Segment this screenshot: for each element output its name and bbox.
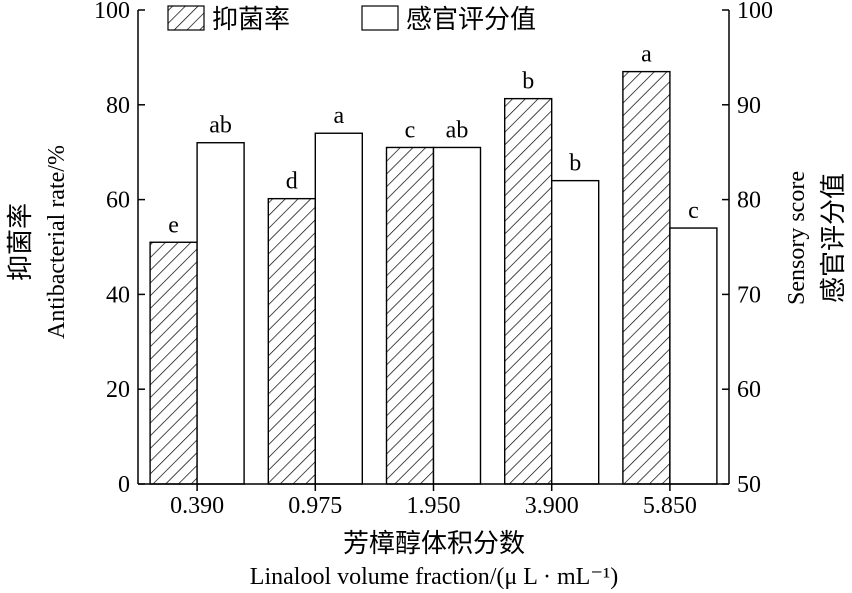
left-axis-label-en: Antibacterial rate/% [44, 145, 70, 339]
x-tick-label: 1.950 [407, 493, 461, 519]
left-y-tick-label: 100 [94, 0, 130, 24]
bar-antibacterial-3 [504, 97, 553, 485]
bar-letter-label: e [168, 212, 179, 238]
bar-sensory-1 [314, 132, 363, 485]
bar-letter-label: a [333, 103, 344, 129]
right-y-tick-label: 90 [737, 93, 761, 119]
right-y-tick-label: 70 [737, 282, 761, 308]
ticks-layer: 0.390 0.975 1.950 3.900 5.850 0 20 40 60 80 100 50 6… [94, 0, 773, 519]
x-axis-label-en: Linalool volume fraction/(μ L · mL⁻¹) [250, 564, 618, 590]
bar-sensory-0 [196, 142, 245, 485]
x-tick-label: 5.850 [643, 493, 697, 519]
right-axis-label-cn: 感官评分值 [819, 173, 849, 303]
left-y-tick-label: 60 [106, 188, 130, 214]
x-tick-label: 0.390 [170, 493, 224, 519]
left-y-tick-label: 20 [106, 377, 130, 403]
right-y-tick-label: 80 [737, 188, 761, 214]
bar-letter-label: c [688, 198, 699, 224]
bar-letter-label: d [286, 169, 298, 195]
x-axis-label-cn: 芳樟醇体积分数 [343, 529, 525, 559]
left-y-tick-label: 40 [106, 282, 130, 308]
bar-antibacterial-4 [622, 70, 671, 485]
right-y-tick-label: 100 [737, 0, 773, 24]
bar-labels-layer: e ab d a c ab b b a c [168, 42, 698, 239]
bar-sensory-4 [669, 227, 718, 485]
x-tick-label: 3.900 [525, 493, 579, 519]
right-y-tick-label: 60 [737, 377, 761, 403]
bar-letter-label: ab [209, 113, 232, 139]
bar-antibacterial-1 [267, 197, 316, 485]
bar-sensory-2 [432, 146, 482, 485]
x-tick-label: 0.975 [288, 493, 342, 519]
legend: 抑菌率 感官评分值 [167, 5, 536, 35]
left-y-tick-label: 80 [106, 93, 130, 119]
bar-antibacterial-2 [385, 146, 435, 485]
right-y-tick-label: 50 [737, 472, 761, 498]
bar-letter-label: b [569, 151, 581, 177]
legend-label-series-2: 感官评分值 [406, 5, 536, 35]
bar-sensory-3 [551, 179, 600, 485]
left-axis-label-cn: 抑菌率 [6, 203, 36, 281]
bar-letter-label: ab [446, 117, 469, 143]
bar-antibacterial-0 [149, 241, 198, 485]
bar-letter-label: a [641, 42, 652, 68]
left-y-tick-label: 0 [118, 472, 130, 498]
bar-letter-label: b [522, 69, 534, 95]
bars-layer [149, 70, 718, 485]
legend-swatch-hatched [167, 5, 205, 31]
legend-swatch-plain [361, 5, 399, 31]
right-axis-label-en: Sensory score [784, 171, 810, 305]
legend-label-series-1: 抑菌率 [212, 5, 290, 35]
bar-letter-label: c [405, 117, 416, 143]
